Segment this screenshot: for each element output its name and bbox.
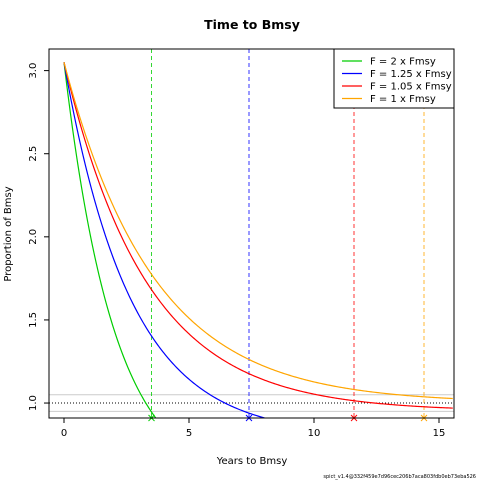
legend-label: F = 2 x Fmsy — [370, 57, 436, 68]
legend-label: F = 1.05 x Fmsy — [370, 82, 452, 93]
y-tick-label: 1.0 — [28, 395, 39, 411]
legend-item: F = 1.25 x Fmsy — [342, 69, 452, 80]
axes: 0 5 10 15 1.0 1.5 2.0 2.5 3.0 — [28, 63, 445, 439]
legend-label: F = 1.25 x Fmsy — [370, 69, 452, 80]
y-tick-label: 1.5 — [28, 312, 39, 328]
series-curve — [63, 62, 157, 418]
reference-lines — [49, 394, 454, 412]
legend-item: F = 1 x Fmsy — [342, 94, 436, 105]
x-tick-label: 0 — [61, 428, 67, 439]
x-tick-label: 10 — [308, 428, 321, 439]
x-axis-label: Years to Bmsy — [216, 456, 288, 467]
series-curve — [63, 62, 453, 409]
plot-frame — [48, 48, 455, 419]
y-tick-label: 2.0 — [28, 229, 39, 245]
series-curve — [63, 62, 267, 418]
footer-version: spict_v1.4@332f459e7d96cec206b7aca803fdb… — [323, 474, 476, 480]
legend-label: F = 1 x Fmsy — [370, 94, 436, 105]
series-curve — [63, 62, 453, 400]
y-axis-label: Proportion of Bmsy — [3, 186, 14, 281]
y-tick-label: 2.5 — [28, 146, 39, 162]
x-tick-label: 15 — [433, 428, 446, 439]
y-tick-label: 3.0 — [28, 63, 39, 79]
legend-item: F = 1.05 x Fmsy — [342, 82, 452, 93]
trajectory-curves — [63, 62, 453, 418]
chart-title: Time to Bmsy — [204, 17, 300, 32]
x-tick-label: 5 — [186, 428, 192, 439]
legend-item: F = 2 x Fmsy — [342, 57, 436, 68]
time-to-target-lines — [151, 49, 425, 418]
